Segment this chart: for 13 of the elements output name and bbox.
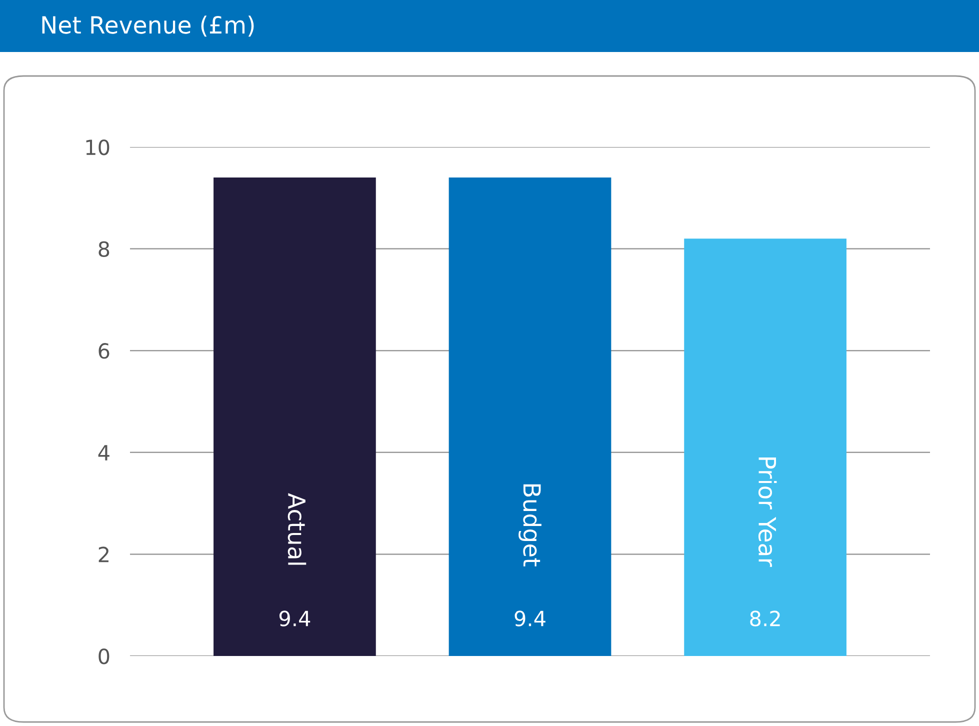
data-label: 8.2 [750, 610, 780, 626]
x-tick-label: Budget [518, 484, 542, 566]
y-tick-label: 8 [98, 241, 110, 258]
y-tick-label: 6 [98, 343, 110, 359]
y-tick-label: 4 [98, 445, 110, 460]
chart-title: Net Revenue (£m) [42, 16, 254, 37]
y-tick-label: 2 [98, 546, 108, 562]
x-tick-label: Prior Year [758, 458, 777, 567]
y-tick-label: 0 [98, 648, 110, 664]
data-label: 9.4 [279, 610, 310, 626]
y-tick-label: 10 [86, 139, 110, 156]
data-label: 9.4 [514, 610, 546, 626]
x-tick-label: Actual [288, 493, 306, 565]
